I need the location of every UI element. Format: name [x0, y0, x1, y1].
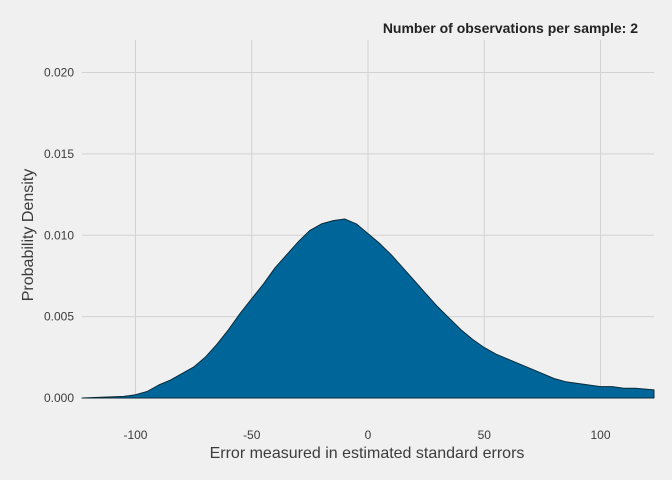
x-axis-title: Error measured in estimated standard err… [210, 445, 525, 462]
y-tick-label: 0.015 [44, 147, 74, 161]
x-axis-ticks: -100 -50 0 50 100 [123, 428, 610, 442]
x-tick-label: -100 [123, 428, 147, 442]
x-tick-label: 0 [365, 428, 372, 442]
density-area [81, 218, 655, 399]
x-tick-label: 50 [478, 428, 492, 442]
x-tick-label: 100 [591, 428, 611, 442]
y-axis-ticks: 0.000 0.005 0.010 0.015 0.020 [44, 66, 74, 405]
chart-title: Number of observations per sample: 2 [383, 20, 638, 36]
y-tick-label: 0.010 [44, 228, 74, 242]
x-tick-label: -50 [243, 428, 261, 442]
y-tick-label: 0.020 [44, 66, 74, 80]
y-tick-label: 0.000 [44, 391, 74, 405]
y-tick-label: 0.005 [44, 310, 74, 324]
y-axis-title: Probability Density [20, 169, 37, 302]
